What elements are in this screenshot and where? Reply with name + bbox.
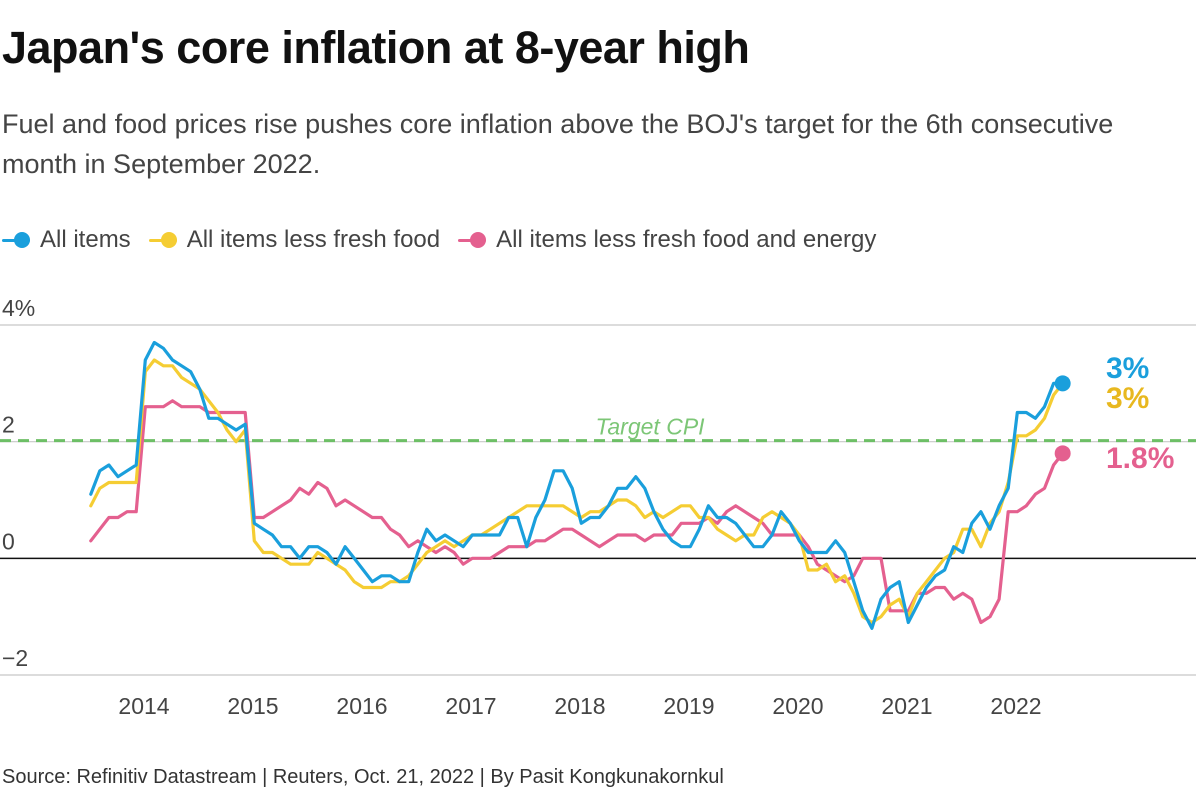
- y-tick-label: 2: [2, 412, 15, 438]
- legend-item-less-fresh-food-energy: All items less fresh food and energy: [458, 226, 876, 254]
- legend-label-less-fresh-food: All items less fresh food: [186, 226, 441, 253]
- x-tick-label: 2022: [990, 693, 1041, 719]
- x-tick-label: 2019: [663, 693, 714, 719]
- y-tick-label: 4%: [2, 295, 35, 321]
- x-tick-label: 2021: [881, 693, 932, 719]
- legend-label-less-fresh-food-energy: All items less fresh food and energy: [496, 226, 877, 253]
- legend-label-all-items: All items: [40, 226, 131, 253]
- x-tick-label: 2020: [772, 693, 823, 719]
- x-tick-label: 2015: [227, 693, 278, 719]
- chart-subtitle: Fuel and food prices rise pushes core in…: [2, 109, 1114, 179]
- legend-swatch-icon: [458, 232, 490, 248]
- x-tick-label: 2018: [554, 693, 605, 719]
- legend-dot-less-fresh-food: [160, 232, 177, 248]
- x-tick-label: 2017: [445, 693, 496, 719]
- series-end-marker-1: [1054, 375, 1071, 392]
- y-tick-label: −2: [2, 645, 28, 671]
- x-tick-label: 2014: [118, 693, 169, 719]
- legend-item-all-items: All items: [2, 226, 131, 254]
- legend-dot-all-items: [14, 232, 30, 248]
- legend-swatch-icon: [148, 232, 181, 248]
- series-line-1: [89, 340, 1065, 630]
- source-note: Source: Refinitiv Datastream | Reuters, …: [2, 766, 724, 788]
- x-tick-label: 2016: [336, 693, 387, 719]
- legend: All items All items less fresh food All …: [2, 226, 894, 254]
- legend-swatch-icon: [2, 232, 34, 248]
- series-end-label-3: 1.8%: [1106, 442, 1174, 475]
- series-line-2: [89, 358, 1065, 625]
- series-end-marker-3: [1054, 445, 1071, 462]
- series-end-label-2: 3%: [1106, 382, 1149, 415]
- series-end-label-1: 3%: [1106, 352, 1149, 385]
- y-tick-label: 0: [2, 528, 15, 554]
- target-cpi-label: Target CPI: [595, 414, 705, 440]
- legend-dot-less-fresh-food-energy: [470, 232, 487, 248]
- chart-title: Japan's core inflation at 8-year high: [2, 22, 750, 73]
- legend-item-less-fresh-food: All items less fresh food: [148, 226, 441, 254]
